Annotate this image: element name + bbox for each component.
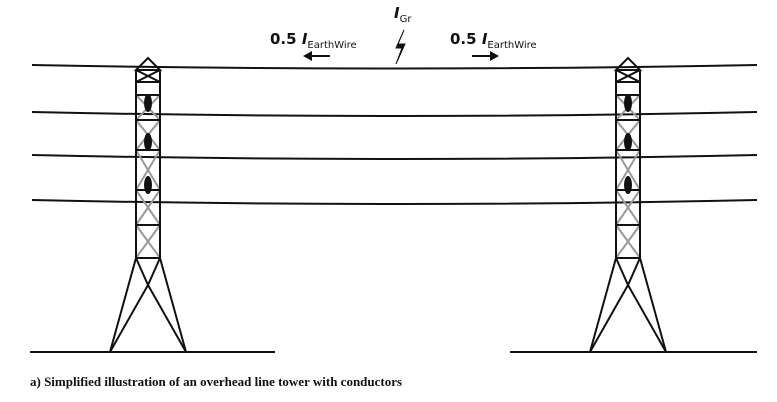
symbol: I	[302, 30, 308, 48]
fault-current-label: IGr	[394, 4, 412, 25]
coefficient: 0.5	[450, 30, 477, 48]
symbol: I	[394, 4, 400, 22]
subscript: EarthWire	[487, 40, 536, 51]
earth-wire	[31, 64, 758, 70]
arrow-head	[490, 51, 499, 61]
arrow-head	[303, 51, 312, 61]
lightning	[395, 29, 406, 65]
right-current-label: 0.5 IEarthWire	[450, 30, 537, 51]
subscript: Gr	[400, 14, 413, 25]
caption: a) Simplified illustration of an overhea…	[30, 374, 402, 389]
symbol: I	[482, 30, 488, 48]
coefficient: 0.5	[270, 30, 297, 48]
tower	[109, 57, 187, 353]
tower	[589, 57, 667, 353]
subscript: EarthWire	[307, 40, 356, 51]
conductor	[31, 199, 758, 205]
left-current-label: 0.5 IEarthWire	[270, 30, 357, 51]
